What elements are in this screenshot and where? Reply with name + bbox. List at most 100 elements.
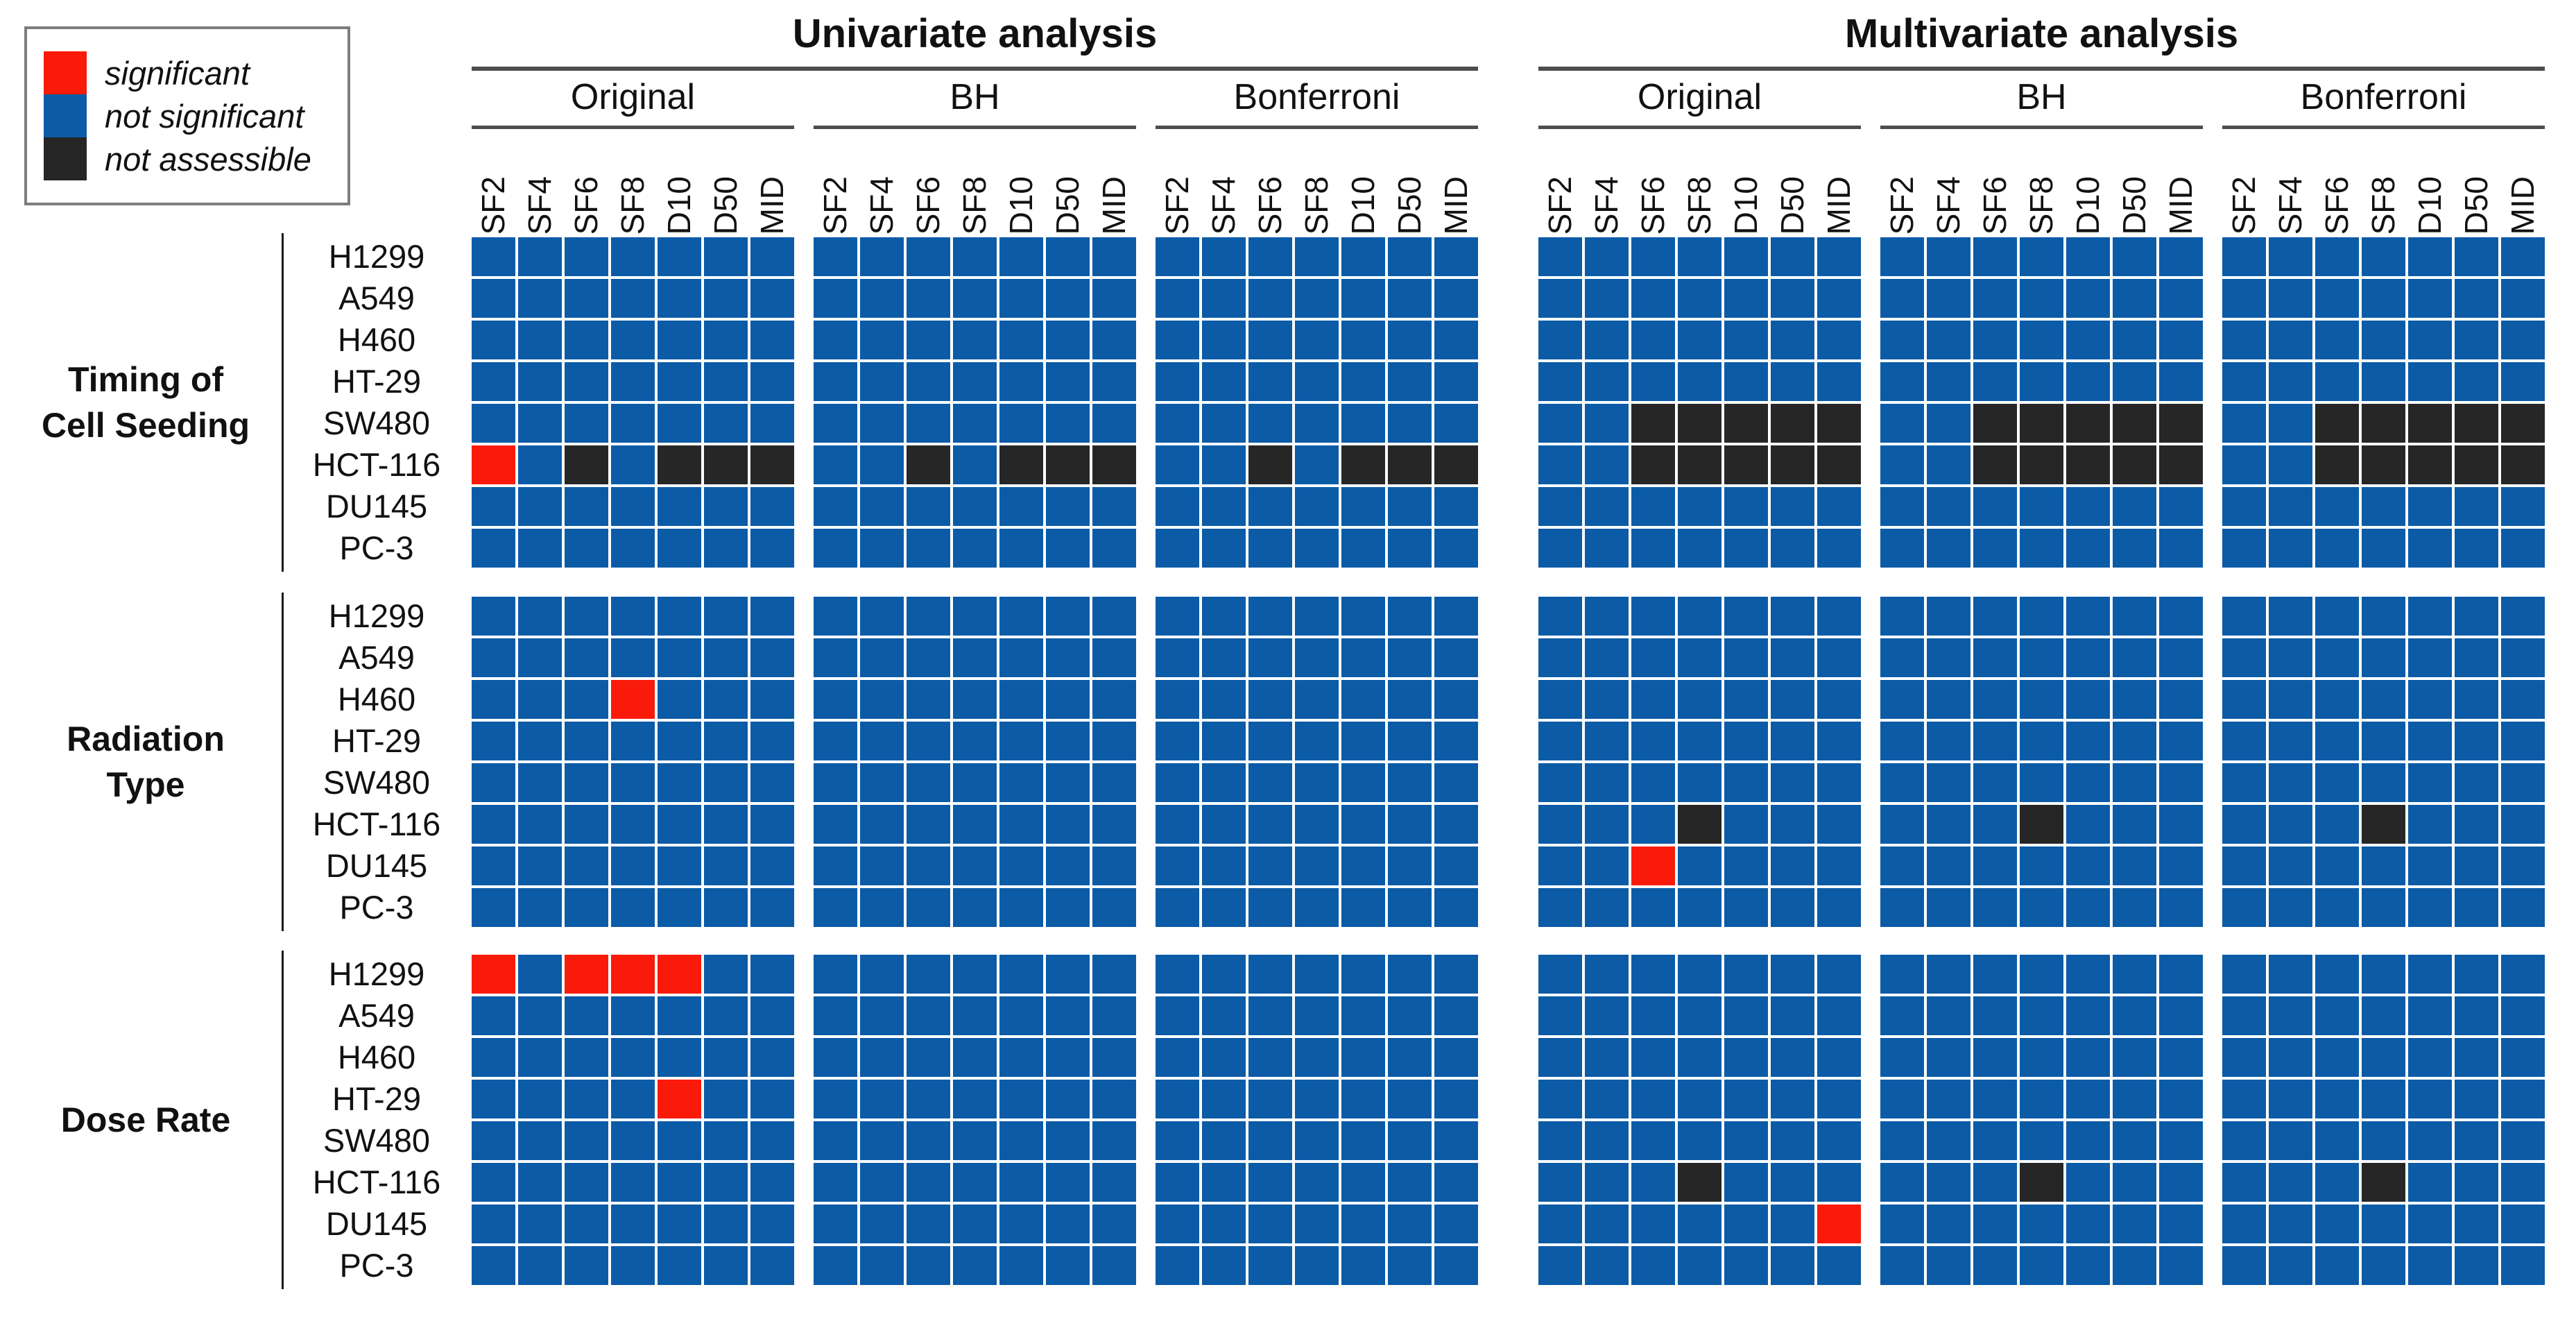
heatmap-cell bbox=[2222, 237, 2266, 276]
heatmap-cell bbox=[1973, 1121, 2017, 1160]
heatmap-cell bbox=[2408, 487, 2452, 526]
heatmap-cell bbox=[1880, 1246, 1924, 1285]
heatmap-cell bbox=[658, 1121, 701, 1160]
heatmap-cell bbox=[953, 321, 997, 359]
heatmap-cell bbox=[1678, 279, 1721, 318]
heatmap-cell bbox=[814, 404, 857, 443]
heatmap-cell bbox=[2269, 321, 2312, 359]
heatmap-cell bbox=[2408, 996, 2452, 1035]
heatmap-cell bbox=[472, 487, 515, 526]
heatmap-cell bbox=[1724, 680, 1768, 719]
heatmap-cell bbox=[2315, 597, 2359, 636]
heatmap-cell bbox=[2020, 487, 2063, 526]
heatmap-cell bbox=[2020, 1246, 2063, 1285]
heatmap-cell bbox=[2159, 487, 2203, 526]
row-label: DU145 bbox=[325, 488, 428, 525]
heatmap-block bbox=[1538, 237, 1861, 568]
row-group-label: Dose Rate bbox=[14, 955, 277, 1285]
heatmap-cell bbox=[2020, 680, 2063, 719]
heatmap-cell bbox=[1927, 321, 1970, 359]
heatmap-cell bbox=[472, 1163, 515, 1202]
heatmap-cell bbox=[1817, 846, 1861, 885]
heatmap-cell bbox=[2066, 955, 2110, 994]
heatmap-cell bbox=[1927, 237, 1970, 276]
heatmap-cell bbox=[1880, 445, 1924, 484]
heatmap-cell bbox=[1631, 487, 1675, 526]
heatmap-cell bbox=[2159, 996, 2203, 1035]
heatmap-cell bbox=[704, 1121, 748, 1160]
row-group-label: Timing of Cell Seeding bbox=[14, 237, 277, 568]
column-labels: SF2 SF4 SF6 SF8 D10 D50 MID bbox=[1156, 130, 1478, 235]
heatmap-cell bbox=[2066, 362, 2110, 401]
heatmap-cell bbox=[2066, 237, 2110, 276]
heatmap-cell bbox=[2362, 597, 2405, 636]
heatmap-cell bbox=[1880, 722, 1924, 760]
heatmap-cell bbox=[1631, 1080, 1675, 1118]
legend-label: not assessible bbox=[105, 140, 311, 178]
heatmap-cell bbox=[611, 638, 655, 677]
heatmap-cell bbox=[1880, 529, 1924, 568]
heatmap-block bbox=[472, 597, 794, 927]
heatmap-cell bbox=[1538, 846, 1582, 885]
heatmap-cell bbox=[1538, 362, 1582, 401]
heatmap-cell bbox=[704, 1246, 748, 1285]
heatmap-cell bbox=[518, 805, 562, 844]
heatmap-cell bbox=[953, 597, 997, 636]
heatmap-cell bbox=[2066, 1121, 2110, 1160]
heatmap-cell bbox=[907, 805, 950, 844]
heatmap-cell bbox=[1724, 279, 1768, 318]
row-label: A549 bbox=[338, 997, 415, 1034]
heatmap-cell bbox=[750, 237, 794, 276]
heatmap-cell bbox=[1388, 955, 1432, 994]
heatmap-cell bbox=[1248, 1121, 1292, 1160]
row-label: HCT-116 bbox=[312, 446, 441, 483]
heatmap-cell bbox=[518, 638, 562, 677]
heatmap-cell bbox=[2315, 846, 2359, 885]
heatmap-cell bbox=[565, 722, 608, 760]
heatmap-cell bbox=[565, 763, 608, 802]
heatmap-cell bbox=[1817, 1121, 1861, 1160]
heatmap-cell bbox=[1434, 763, 1478, 802]
method-header-bonferroni: Bonferroni bbox=[1233, 77, 1400, 117]
heatmap-cell bbox=[1631, 763, 1675, 802]
heatmap-cell bbox=[1046, 1246, 1090, 1285]
heatmap-cell bbox=[1248, 1246, 1292, 1285]
heatmap-cell bbox=[1046, 680, 1090, 719]
heatmap-cell bbox=[472, 955, 515, 994]
heatmap-cell bbox=[1092, 1246, 1136, 1285]
heatmap-cell bbox=[1817, 597, 1861, 636]
heatmap-cell bbox=[1248, 321, 1292, 359]
heatmap-cell bbox=[1156, 763, 1199, 802]
heatmap-cell bbox=[750, 763, 794, 802]
heatmap-cell bbox=[907, 321, 950, 359]
heatmap-cell bbox=[2455, 955, 2498, 994]
heatmap-cell bbox=[1092, 638, 1136, 677]
heatmap-cell bbox=[1434, 846, 1478, 885]
heatmap-cell bbox=[2455, 1205, 2498, 1243]
heatmap-cell bbox=[2222, 362, 2266, 401]
heatmap-cell bbox=[1724, 1121, 1768, 1160]
heatmap-cell bbox=[611, 1080, 655, 1118]
heatmap-cell bbox=[2113, 321, 2156, 359]
heatmap-cell bbox=[2066, 404, 2110, 443]
heatmap-cell bbox=[1585, 1038, 1629, 1077]
heatmap-cell bbox=[704, 279, 748, 318]
heatmap-cell bbox=[1434, 805, 1478, 844]
heatmap-cell bbox=[2501, 1038, 2545, 1077]
heatmap-cell bbox=[2362, 680, 2405, 719]
heatmap-cell bbox=[2159, 321, 2203, 359]
heatmap-cell bbox=[1771, 763, 1814, 802]
heatmap-cell bbox=[1248, 237, 1292, 276]
heatmap-cell bbox=[2222, 529, 2266, 568]
heatmap-cell bbox=[1880, 638, 1924, 677]
heatmap-cell bbox=[2408, 404, 2452, 443]
heatmap-cell bbox=[1880, 597, 1924, 636]
heatmap-cell bbox=[1927, 362, 1970, 401]
heatmap-cell bbox=[1341, 763, 1385, 802]
column-label: MID bbox=[2163, 176, 2199, 235]
heatmap-cell bbox=[611, 680, 655, 719]
heatmap-cell bbox=[704, 805, 748, 844]
heatmap-cell bbox=[2222, 805, 2266, 844]
heatmap-cell bbox=[2113, 487, 2156, 526]
heatmap-cell bbox=[1295, 996, 1339, 1035]
